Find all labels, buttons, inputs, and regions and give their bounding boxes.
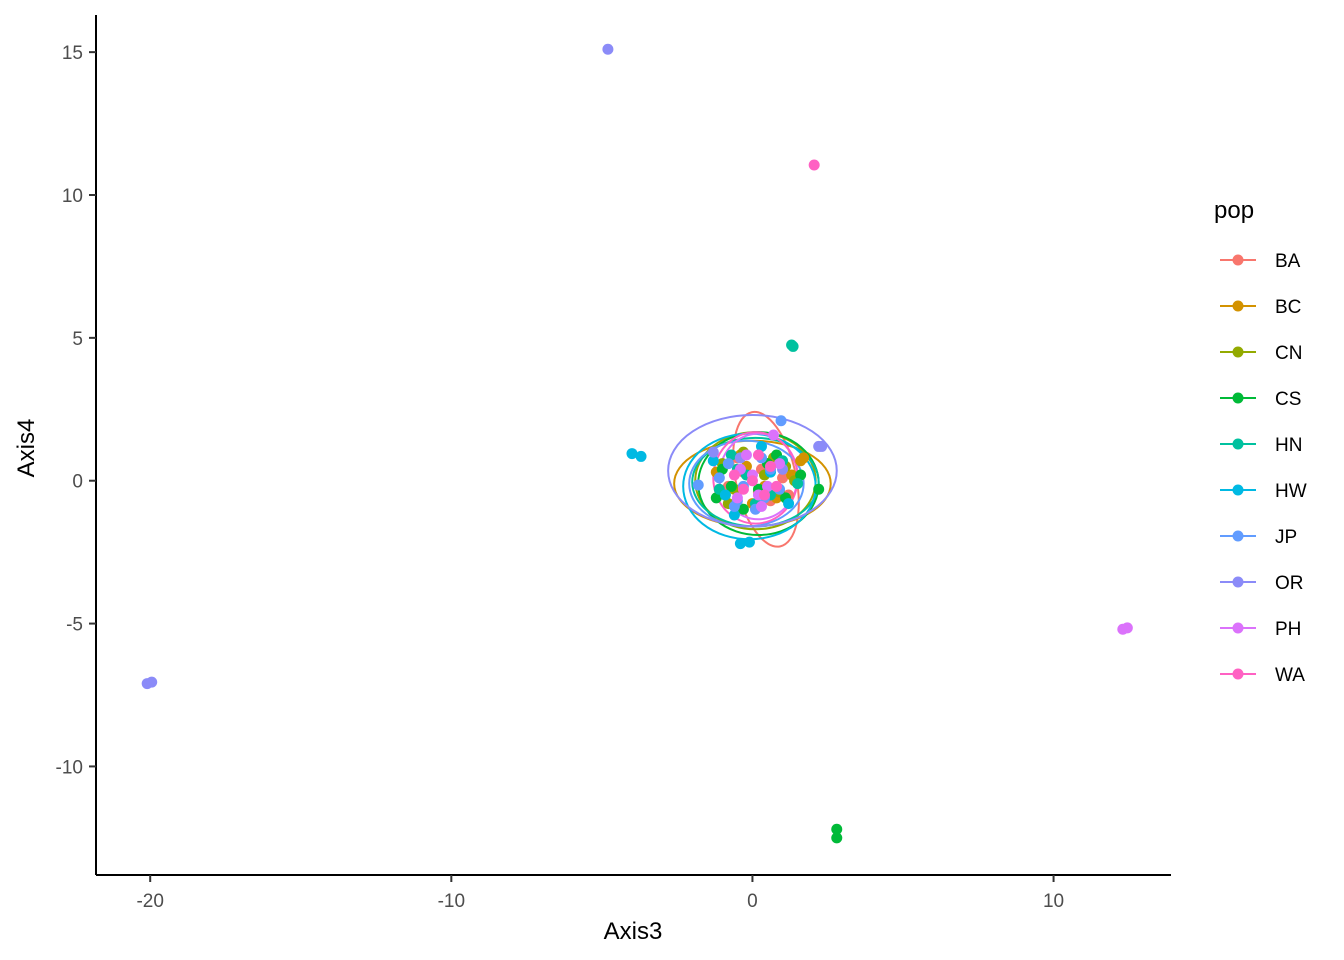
y-tick-label: -10 <box>56 757 83 778</box>
point-wa <box>765 460 777 472</box>
point-hn <box>792 478 804 490</box>
legend-label: JP <box>1275 527 1297 548</box>
y-tick-label: 10 <box>62 186 83 207</box>
point-ph <box>740 449 752 461</box>
legend-key-point <box>1232 530 1244 542</box>
point-bc <box>795 455 807 467</box>
point-hw <box>755 440 767 452</box>
point-ph <box>755 500 767 512</box>
point-cs <box>813 483 825 495</box>
x-tick-label: 0 <box>747 891 758 912</box>
point-wa <box>771 480 783 492</box>
legend-items: BA BC CN CS HN HW JP OR PH WA <box>1220 251 1307 686</box>
point-cs <box>737 503 749 515</box>
point-wa <box>758 489 770 501</box>
y-tick-label: 5 <box>72 329 83 350</box>
point-cs <box>795 469 807 481</box>
point-hw <box>635 450 647 462</box>
legend-key-point <box>1232 392 1244 404</box>
point-wa <box>728 469 740 481</box>
y-tick-layer: -10 -5 0 5 10 15 <box>56 43 96 778</box>
legend-key-point <box>1232 300 1244 312</box>
legend-key-point <box>1232 622 1244 634</box>
y-tick-label: 15 <box>62 43 83 64</box>
point-cs <box>831 832 843 844</box>
legend-item-ph: PH <box>1220 619 1301 640</box>
x-axis-title: Axis3 <box>604 918 663 945</box>
point-jp <box>728 500 740 512</box>
point-wa <box>737 483 749 495</box>
point-hn <box>725 449 737 461</box>
legend-item-jp: JP <box>1220 527 1297 548</box>
point-hw <box>734 538 746 550</box>
legend-label: HW <box>1275 481 1307 502</box>
point-hn <box>787 340 799 352</box>
point-jp <box>692 479 704 491</box>
legend-item-cn: CN <box>1220 343 1302 364</box>
point-cs <box>710 492 722 504</box>
point-or <box>602 43 614 55</box>
point-hw <box>743 536 755 548</box>
point-ph <box>761 480 773 492</box>
legend-key-point <box>1232 254 1244 266</box>
legend-item-hw: HW <box>1220 481 1307 502</box>
point-hw <box>626 448 638 460</box>
point-hw <box>783 498 795 510</box>
point-cs <box>831 823 843 835</box>
legend-label: BC <box>1275 297 1301 318</box>
point-wa <box>808 159 820 171</box>
point-hw <box>719 489 731 501</box>
legend-key-point <box>1232 438 1244 450</box>
x-tick-layer: -20 -10 0 10 <box>136 875 1064 912</box>
point-wa <box>746 475 758 487</box>
point-cs <box>725 480 737 492</box>
legend-key-point <box>1232 346 1244 358</box>
point-hw <box>728 509 740 521</box>
legend-label: OR <box>1275 573 1304 594</box>
legend-item-bc: BC <box>1220 297 1301 318</box>
x-tick-label: -10 <box>438 891 465 912</box>
point-hw <box>707 455 719 467</box>
point-or <box>707 446 719 458</box>
point-jp <box>775 415 787 427</box>
point-ph <box>774 458 786 470</box>
y-tick-label: -5 <box>66 615 83 636</box>
point-or <box>816 440 828 452</box>
point-ba <box>777 472 789 484</box>
legend-label: PH <box>1275 619 1301 640</box>
point-ph <box>768 429 780 441</box>
legend-key-point <box>1232 668 1244 680</box>
legend-item-or: OR <box>1220 573 1304 594</box>
legend-label: CS <box>1275 389 1301 410</box>
legend-label: HN <box>1275 435 1302 456</box>
point-jp <box>713 472 725 484</box>
legend: pop BA BC CN CS HN HW JP OR PH WA <box>1214 197 1307 686</box>
x-tick-label: -20 <box>136 891 163 912</box>
point-wa <box>752 449 764 461</box>
legend-label: WA <box>1275 665 1305 686</box>
point-or <box>146 676 158 688</box>
point-layer <box>141 43 1133 844</box>
ellipse-or <box>667 414 838 528</box>
point-ph <box>1121 622 1133 634</box>
x-tick-label: 10 <box>1043 891 1064 912</box>
legend-label: CN <box>1275 343 1302 364</box>
legend-title: pop <box>1214 197 1254 224</box>
point-jp <box>722 458 734 470</box>
legend-item-ba: BA <box>1220 251 1301 272</box>
legend-label: BA <box>1275 251 1301 272</box>
y-tick-label: 0 <box>72 472 83 493</box>
legend-item-wa: WA <box>1220 665 1305 686</box>
point-ph <box>731 492 743 504</box>
y-axis-title: Axis4 <box>13 419 40 478</box>
legend-key-point <box>1232 484 1244 496</box>
legend-item-hn: HN <box>1220 435 1302 456</box>
legend-key-point <box>1232 576 1244 588</box>
legend-item-cs: CS <box>1220 389 1301 410</box>
